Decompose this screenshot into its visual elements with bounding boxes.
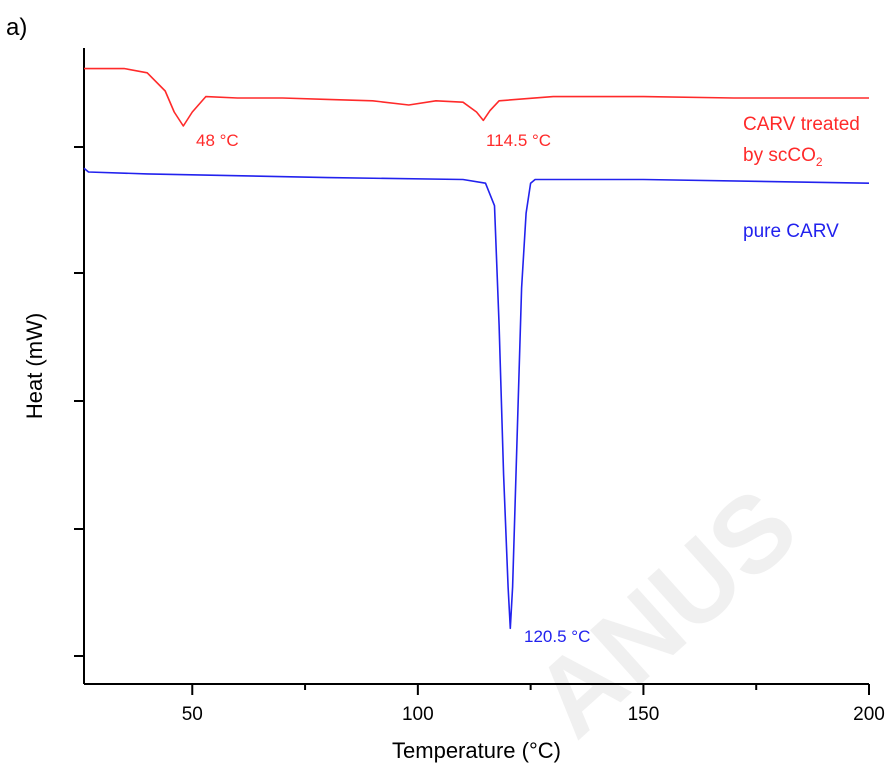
- peak-label: 48 °C: [196, 131, 239, 150]
- x-tick-label: 200: [853, 704, 885, 725]
- series-label-subscript: 2: [816, 155, 823, 169]
- x-tick-label: 100: [402, 704, 434, 725]
- y-axis-label: Heat (mW): [22, 313, 47, 419]
- series-line-carv-treated: [84, 67, 869, 127]
- series-label-carv-treated-line2: by scCO2: [743, 145, 823, 169]
- x-tick-label: 50: [182, 704, 203, 725]
- series-line-pure-carv: [83, 167, 870, 630]
- x-tick-label: 150: [628, 704, 660, 725]
- watermark-text: ANUS: [511, 465, 819, 760]
- x-axis-label: Temperature (°C): [392, 738, 561, 763]
- panel-label: a): [6, 14, 28, 41]
- series-label-text: by scCO: [743, 145, 816, 166]
- series-label-carv-treated: CARV treated: [743, 114, 860, 135]
- series-label-pure-carv: pure CARV: [743, 221, 839, 242]
- peak-label: 114.5 °C: [486, 131, 551, 150]
- peak-label: 120.5 °C: [524, 627, 590, 646]
